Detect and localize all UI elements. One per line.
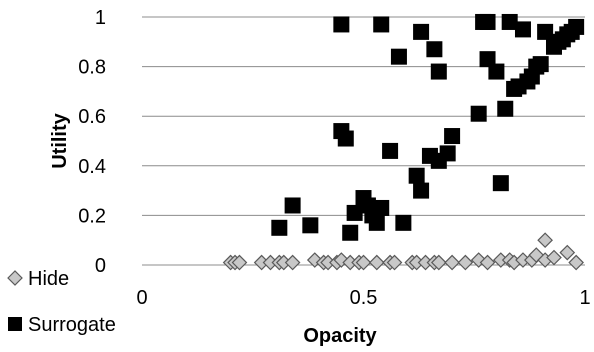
surrogate-point (479, 51, 496, 68)
legend-marker-surrogate (8, 317, 22, 331)
surrogate-point (368, 214, 385, 231)
surrogate-point (488, 63, 505, 80)
surrogate-point (408, 167, 425, 184)
y-axis-title: Utility (49, 112, 71, 168)
x-tick-label: 0.5 (350, 287, 378, 309)
hide-point (559, 244, 576, 261)
surrogate-point (373, 199, 390, 216)
y-tick-label: 1 (95, 7, 106, 29)
hide-point (479, 254, 496, 271)
y-tick-label: 0.2 (78, 205, 106, 227)
hide-point (368, 254, 385, 271)
surrogate-point (271, 219, 288, 236)
surrogate-point (444, 128, 461, 145)
surrogate-point (568, 18, 585, 35)
y-tick-label: 0.4 (78, 156, 106, 178)
hide-point (444, 254, 460, 271)
y-tick-label: 0.6 (78, 106, 106, 128)
surrogate-point (395, 214, 412, 231)
legend-item-hide: Hide (7, 268, 69, 290)
surrogate-point (479, 13, 496, 30)
surrogate-point (302, 217, 319, 234)
surrogate-point (333, 16, 350, 33)
hide-point (537, 232, 553, 249)
hide-point (457, 254, 474, 271)
surrogate-point (537, 23, 554, 40)
surrogate-point (337, 130, 354, 147)
legend-item-surrogate: Surrogate (8, 314, 116, 336)
surrogate-point (501, 13, 518, 30)
legend: Hide Surrogate (7, 268, 116, 336)
series-hide (222, 232, 584, 271)
surrogate-point (514, 21, 531, 38)
surrogate-point (532, 56, 549, 73)
hide-point (568, 254, 584, 271)
x-tick-label: 1 (579, 287, 590, 309)
surrogate-point (470, 105, 487, 122)
surrogate-point (390, 48, 407, 65)
surrogate-point (497, 100, 514, 117)
x-axis-title: Opacity (303, 325, 377, 347)
surrogate-point (346, 204, 363, 221)
y-tick-label: 0.8 (78, 57, 106, 79)
series-surrogate (271, 13, 585, 241)
hide-point (231, 254, 248, 271)
surrogate-point (342, 224, 359, 241)
surrogate-point (284, 197, 301, 214)
y-tick-label: 0 (95, 255, 106, 277)
surrogate-point (426, 41, 443, 58)
surrogate-point (430, 63, 447, 80)
surrogate-point (413, 182, 430, 199)
surrogate-point (413, 23, 430, 40)
y-axis-ticks: 0 0.2 0.4 0.6 0.8 1 (78, 7, 106, 277)
gridlines (142, 16, 585, 266)
surrogate-point (439, 145, 456, 162)
hide-point (546, 249, 562, 266)
surrogate-point (382, 142, 399, 159)
legend-marker-hide (7, 270, 23, 286)
x-axis-ticks: 0 0.5 1 (136, 287, 590, 309)
hide-point (284, 254, 301, 271)
legend-label-surrogate: Surrogate (28, 314, 116, 336)
surrogate-point (492, 175, 509, 192)
surrogate-point (373, 16, 390, 33)
hide-point (386, 254, 403, 271)
x-tick-label: 0 (136, 287, 147, 309)
legend-label-hide: Hide (28, 268, 69, 290)
